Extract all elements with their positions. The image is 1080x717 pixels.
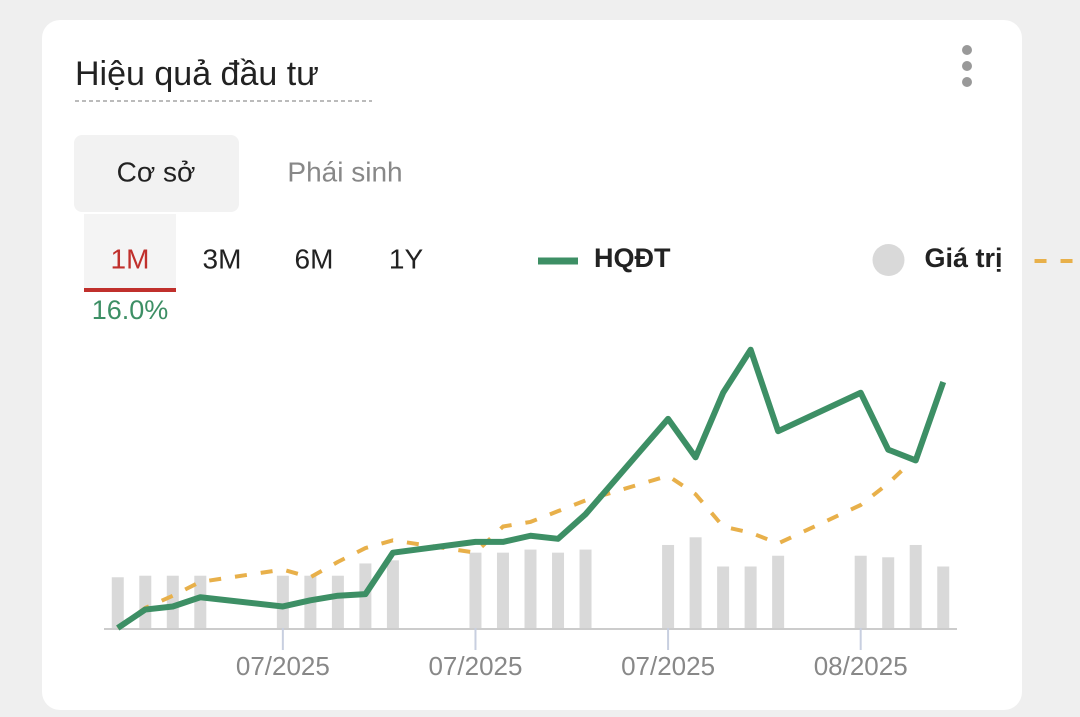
tab[interactable]: Phái sinh xyxy=(287,156,402,187)
bar xyxy=(662,544,675,628)
legend-marker xyxy=(872,244,905,276)
tab[interactable]: Cơ sở xyxy=(117,156,196,187)
x-tick-label: 07/2025 xyxy=(236,651,330,681)
bar xyxy=(496,552,509,628)
bar xyxy=(469,552,482,628)
bar xyxy=(772,555,785,628)
bar xyxy=(166,575,179,628)
bar xyxy=(276,575,289,628)
bar xyxy=(744,566,757,628)
menu-dot[interactable] xyxy=(962,45,972,55)
x-tick-label: 07/2025 xyxy=(621,651,715,681)
period[interactable]: 6M xyxy=(295,243,334,274)
bar xyxy=(854,555,867,628)
bar xyxy=(909,544,922,628)
x-tick-label: 07/2025 xyxy=(428,651,522,681)
period[interactable]: 1M xyxy=(111,243,150,274)
line xyxy=(116,346,947,631)
bar xyxy=(386,560,399,628)
menu-dot[interactable] xyxy=(962,61,972,71)
bar xyxy=(111,577,124,628)
line xyxy=(116,455,918,630)
bar xyxy=(139,575,152,628)
legend-label: Giá trị xyxy=(925,243,1003,273)
menu-dot[interactable] xyxy=(962,77,972,87)
legend-label: HQĐT xyxy=(594,243,671,273)
bar xyxy=(552,552,565,628)
bar xyxy=(331,575,344,628)
bar xyxy=(882,557,895,628)
bar xyxy=(717,566,730,628)
bar xyxy=(524,549,537,628)
bar xyxy=(194,575,207,628)
bar xyxy=(937,566,950,628)
period-underline xyxy=(84,288,176,292)
x-tick-label: 08/2025 xyxy=(814,651,908,681)
bar xyxy=(689,537,702,628)
widget-title: Hiệu quả đầu tư xyxy=(75,55,319,93)
period-selected-bg xyxy=(84,214,176,292)
period[interactable]: 3M xyxy=(203,243,242,274)
tab-selected-bg xyxy=(74,135,239,212)
return-value: 16.0% xyxy=(92,295,169,325)
period[interactable]: 1Y xyxy=(389,243,424,274)
bar xyxy=(579,549,592,628)
